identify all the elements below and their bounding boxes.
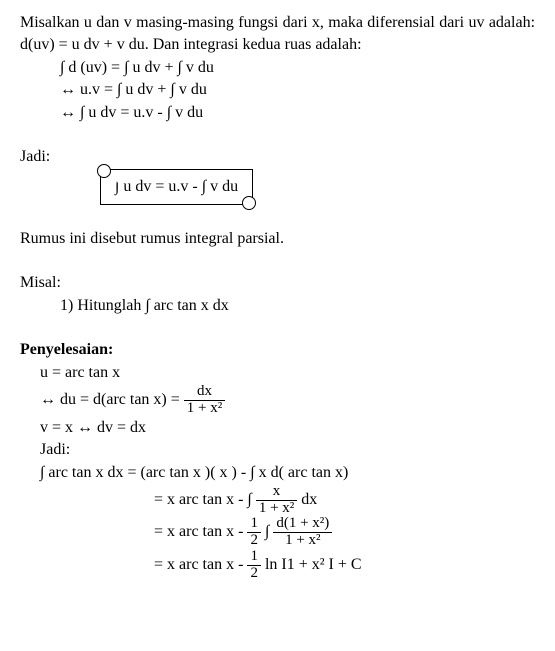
eq3-left: ↔ ∫ u dv (60, 104, 116, 121)
step3-mid: ∫ (265, 523, 273, 540)
step2-den: 1 + x² (256, 501, 297, 517)
step4-half-den: 2 (247, 566, 261, 582)
main-eq-line1: ∫ arc tan x dx = (arc tan x )( x ) - ∫ x… (40, 462, 535, 484)
v-line: v = x ↔ dv = dx (40, 417, 535, 439)
step4-half: 1 2 (247, 549, 261, 582)
jadi-label: Jadi: (20, 146, 535, 168)
step3-half: 1 2 (247, 516, 261, 549)
eq2-left: ↔ u.v (60, 81, 100, 98)
main-eq-line4: = x arc tan x - 1 2 ln Ι1 + x² Ι + C (154, 549, 535, 582)
step3-half-den: 2 (247, 533, 261, 549)
eq1-right: = ∫ u dv + ∫ v du (111, 59, 214, 76)
step3-pre: = x arc tan x - (154, 523, 247, 540)
step4-post: ln Ι1 + x² Ι + C (265, 556, 362, 573)
intro-para: Misalkan u dan v masing-masing fungsi da… (20, 12, 535, 57)
misal-label: Misal: (20, 272, 535, 294)
intro-line1: Misalkan u dan v masing-masing fungsi da… (20, 14, 363, 31)
step4-pre: = x arc tan x - (154, 556, 247, 573)
example-item-1: 1) Hitunglah ∫ arc tan x dx (60, 295, 535, 317)
du-fraction: dx 1 + x² (184, 384, 225, 417)
scroll-ornament-icon (97, 164, 111, 178)
step2-fraction: x 1 + x² (256, 484, 297, 517)
main-eq-line3: = x arc tan x - 1 2 ∫ d(1 + x²) 1 + x² (154, 516, 535, 549)
solution-block: u = arc tan x ↔ du = d(arc tan x) = dx 1… (40, 362, 535, 582)
step3-fraction: d(1 + x²) 1 + x² (273, 516, 332, 549)
step4-half-num: 1 (247, 549, 261, 566)
du-den: 1 + x² (184, 401, 225, 417)
jadi2-label: Jadi: (40, 439, 535, 461)
main-eq-line2: = x arc tan x - ∫ x 1 + x² dx (154, 484, 535, 517)
step3-den: 1 + x² (273, 533, 332, 549)
step3-half-num: 1 (247, 516, 261, 533)
du-prefix: ↔ du = d(arc tan x) = (40, 391, 184, 408)
step2-post: dx (301, 491, 317, 508)
main-left: ∫ arc tan x dx (40, 464, 123, 481)
eq1-left: ∫ d (uv) (60, 59, 107, 76)
derivation-block: ∫ d (uv) = ∫ u dv + ∫ v du ↔ u.v = ∫ u d… (60, 57, 535, 124)
step3-num: d(1 + x²) (273, 516, 332, 533)
penyelesaian-heading: Penyelesaian: (20, 339, 535, 361)
u-line: u = arc tan x (40, 362, 535, 384)
eq3-right: = u.v - ∫ v du (120, 104, 203, 121)
boxed-formula: ∫ u dv = u.v - ∫ v du (100, 169, 253, 205)
scroll-ornament-icon (242, 196, 256, 210)
eq2-right: = ∫ u dv + ∫ v du (104, 81, 207, 98)
du-num: dx (184, 384, 225, 401)
step2-num: x (256, 484, 297, 501)
intro-line3: integrasi kedua ruas adalah: (183, 36, 361, 53)
step2-pre: = x arc tan x - ∫ (154, 491, 256, 508)
boxed-formula-text: ∫ u dv = u.v - ∫ v du (115, 178, 238, 195)
rumus-caption: Rumus ini disebut rumus integral parsial… (20, 228, 535, 250)
step1: = (arc tan x )( x ) - ∫ x d( arc tan x) (123, 464, 348, 481)
du-line: ↔ du = d(arc tan x) = dx 1 + x² (40, 384, 535, 417)
